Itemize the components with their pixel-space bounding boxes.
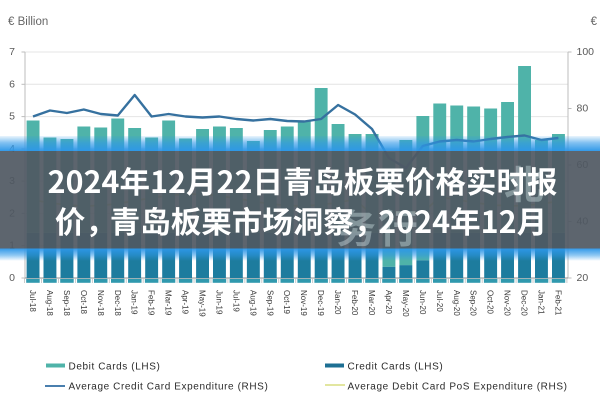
svg-text:Average Credit Card Expenditur: Average Credit Card Expenditure (RHS) — [69, 382, 269, 393]
svg-text:Jan-20: Jan-20 — [333, 290, 342, 315]
svg-text:€ Billion: € Billion — [8, 16, 48, 28]
svg-text:May-20: May-20 — [401, 290, 410, 317]
svg-text:80: 80 — [577, 103, 589, 115]
svg-text:Jul-18: Jul-18 — [28, 290, 37, 312]
svg-text:€: € — [591, 16, 598, 28]
svg-text:Apr-19: Apr-19 — [181, 290, 190, 315]
svg-text:Sep-18: Sep-18 — [62, 290, 71, 316]
svg-text:Dec-20: Dec-20 — [520, 290, 529, 316]
svg-text:Feb-21: Feb-21 — [553, 290, 562, 316]
svg-text:Apr-20: Apr-20 — [384, 290, 393, 315]
svg-text:Jun-19: Jun-19 — [214, 290, 223, 315]
svg-text:100: 100 — [577, 46, 595, 58]
svg-text:7: 7 — [9, 46, 15, 58]
svg-text:Dec-18: Dec-18 — [113, 290, 122, 316]
svg-text:Oct-20: Oct-20 — [486, 290, 495, 315]
svg-text:Aug-20: Aug-20 — [452, 290, 461, 316]
svg-text:Mar-20: Mar-20 — [367, 290, 376, 316]
svg-text:5: 5 — [9, 111, 15, 123]
svg-text:Average Debit Card PoS Expendi: Average Debit Card PoS Expenditure (RHS) — [348, 382, 568, 393]
svg-text:Jan-19: Jan-19 — [130, 290, 139, 315]
svg-text:Sep-19: Sep-19 — [265, 290, 274, 316]
svg-text:Jan-21: Jan-21 — [537, 290, 546, 315]
svg-text:Feb-20: Feb-20 — [350, 290, 359, 316]
svg-text:Dec-19: Dec-19 — [316, 290, 325, 316]
svg-text:Feb-19: Feb-19 — [147, 290, 156, 316]
svg-text:Aug-19: Aug-19 — [248, 290, 257, 316]
svg-text:20: 20 — [577, 272, 589, 284]
svg-text:6: 6 — [9, 78, 15, 90]
svg-text:Debit Cards (LHS): Debit Cards (LHS) — [69, 362, 161, 373]
svg-text:Nov-20: Nov-20 — [503, 290, 512, 316]
svg-text:Credit Cards (LHS): Credit Cards (LHS) — [348, 362, 444, 373]
svg-text:Jul-20: Jul-20 — [435, 290, 444, 312]
svg-text:Oct-18: Oct-18 — [79, 290, 88, 315]
svg-text:0: 0 — [9, 272, 15, 284]
svg-text:Jul-19: Jul-19 — [231, 290, 240, 312]
svg-text:Jun-20: Jun-20 — [418, 290, 427, 315]
svg-text:Sep-20: Sep-20 — [469, 290, 478, 316]
svg-text:May-19: May-19 — [198, 290, 207, 317]
svg-text:Oct-19: Oct-19 — [282, 290, 291, 315]
svg-text:Nov-19: Nov-19 — [299, 290, 308, 316]
svg-text:Aug-18: Aug-18 — [45, 290, 54, 316]
svg-text:Nov-18: Nov-18 — [96, 290, 105, 316]
svg-text:Mar-19: Mar-19 — [164, 290, 173, 316]
